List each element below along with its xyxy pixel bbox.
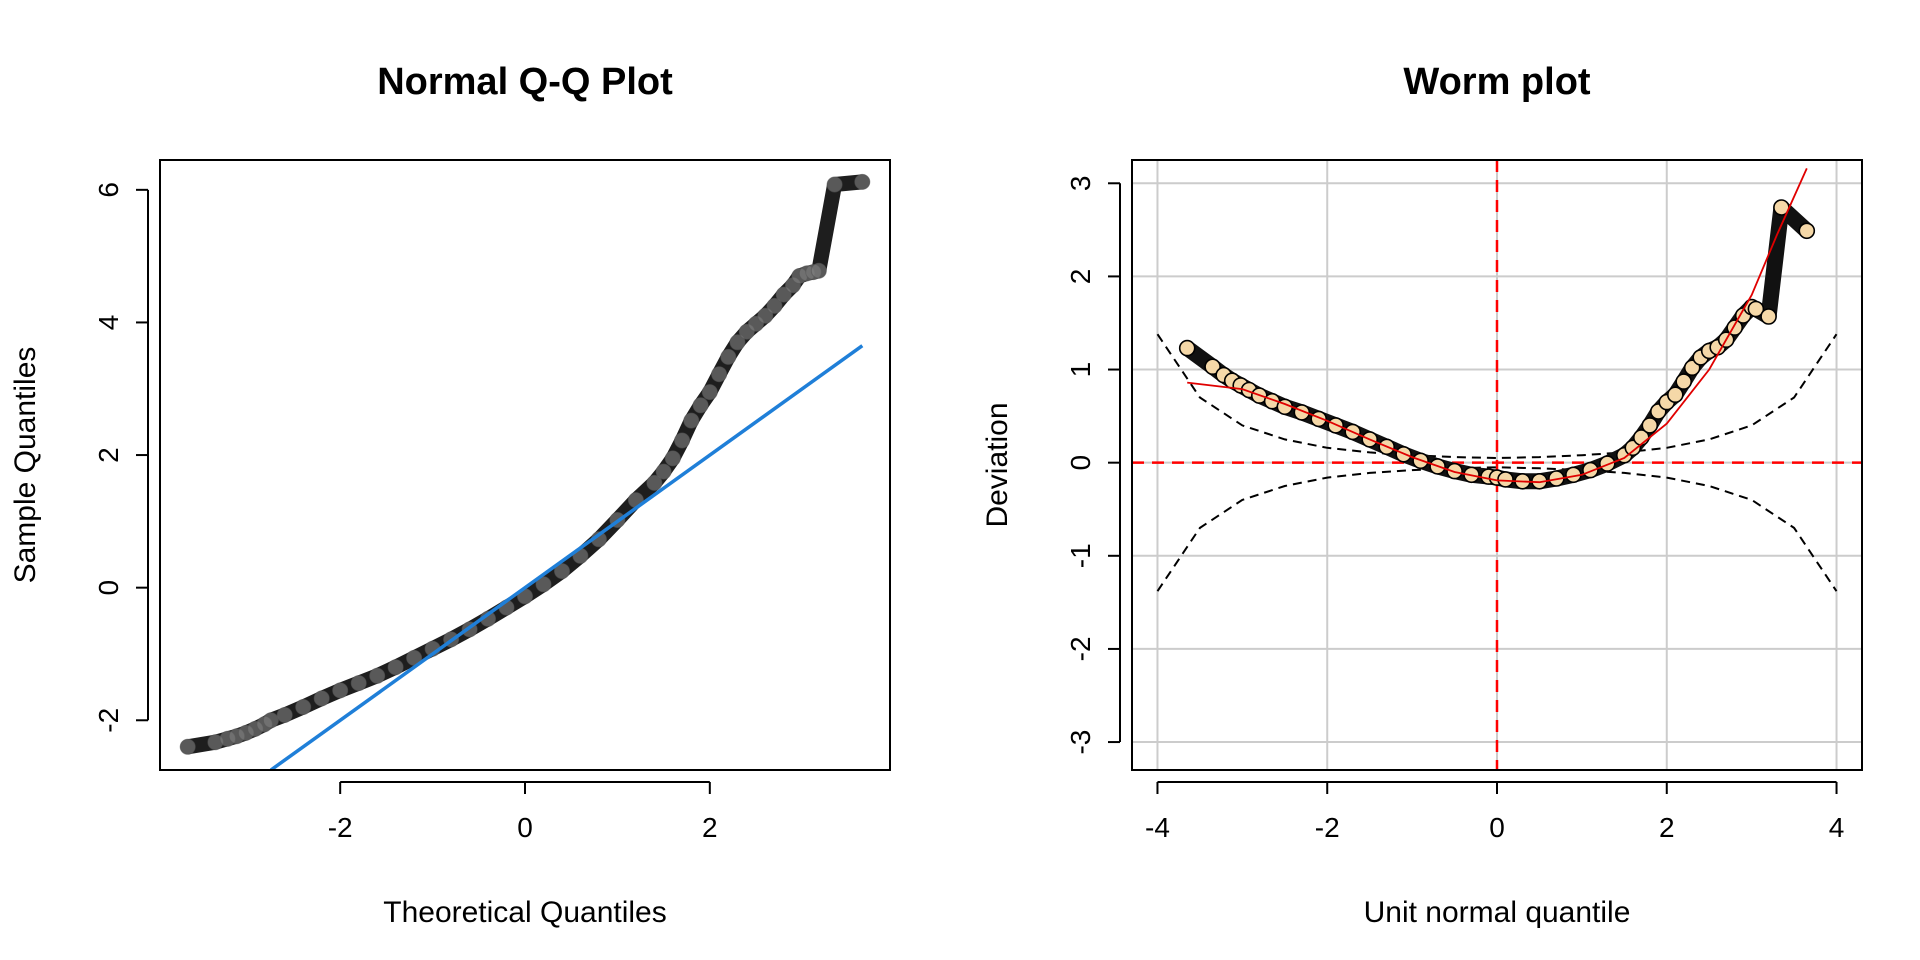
qq-points — [179, 173, 871, 755]
worm-y-tick-label: 0 — [1065, 455, 1096, 471]
worm-x-tick-label: 2 — [1659, 812, 1675, 843]
worm-fitted-curve — [1187, 168, 1808, 484]
worm-y-tick-label: -3 — [1065, 730, 1096, 755]
qq-point — [554, 563, 570, 580]
qq-point — [276, 707, 293, 723]
worm-y-axis-label: Deviation — [981, 402, 1014, 527]
qq-plot-title: Normal Q-Q Plot — [377, 61, 673, 103]
qq-point — [332, 682, 349, 699]
qq-y-axis-label: Sample Quantiles — [9, 347, 42, 584]
worm-point — [1747, 300, 1765, 318]
worm-plot-title: Worm plot — [1403, 61, 1591, 103]
worm-reference-lines — [1132, 160, 1862, 770]
worm-y-tick-label: 1 — [1065, 362, 1096, 378]
worm-x-tick-label: 4 — [1829, 812, 1845, 843]
qq-point — [664, 450, 681, 467]
qq-point — [369, 667, 386, 684]
qq-point — [646, 474, 663, 491]
worm-confidence-lower — [1156, 466, 1838, 592]
worm-y-tick-label: -1 — [1065, 543, 1096, 568]
worm-confidence-bands — [1156, 333, 1838, 592]
worm-point — [1667, 386, 1684, 404]
qq-point — [350, 675, 367, 692]
qq-reference-line-layer — [269, 344, 864, 770]
worm-point — [1204, 358, 1221, 376]
qq-point — [729, 334, 746, 351]
qq-point — [757, 307, 774, 324]
worm-confidence-upper — [1156, 333, 1838, 460]
qq-reference-line — [269, 344, 864, 770]
worm-point — [1641, 417, 1659, 434]
qq-point — [701, 384, 718, 401]
qq-point — [655, 463, 672, 480]
worm-point — [1599, 455, 1616, 472]
qq-point — [692, 397, 709, 414]
worm-point — [1675, 373, 1692, 390]
qq-point — [826, 176, 843, 193]
qq-point — [766, 297, 783, 314]
qq-y-tick-label: 0 — [93, 580, 124, 596]
qq-point — [720, 348, 737, 365]
worm-point — [1178, 339, 1196, 357]
qq-x-axis: -2 0 2 — [328, 781, 718, 843]
qq-x-tick-label: 0 — [517, 812, 533, 843]
worm-plot-panel: Worm plot -4 -2 0 2 4 -3 -2 -1 0 1 2 3 Unit normal… — [981, 61, 1863, 929]
qq-point — [674, 432, 691, 449]
qq-point — [387, 659, 404, 676]
qq-x-tick-label: -2 — [328, 812, 353, 843]
worm-point — [1497, 471, 1514, 488]
qq-point — [535, 576, 552, 593]
worm-x-tick-label: -4 — [1145, 812, 1170, 843]
qq-point — [262, 712, 279, 729]
qq-plot-frame — [159, 159, 891, 771]
qq-point — [179, 738, 196, 755]
qq-y-axis: -2 0 2 4 6 — [93, 182, 149, 733]
worm-y-tick-label: 2 — [1065, 269, 1096, 285]
worm-x-axis: -4 -2 0 2 4 — [1145, 781, 1845, 843]
qq-y-tick-label: -2 — [93, 708, 124, 733]
worm-plot-frame — [1131, 159, 1863, 771]
qq-point — [683, 412, 700, 429]
worm-x-axis-label: Unit normal quantile — [1364, 896, 1631, 929]
worm-point — [1798, 222, 1816, 240]
worm-y-axis: -3 -2 -1 0 1 2 3 — [1065, 175, 1121, 755]
qq-x-axis-label: Theoretical Quantiles — [383, 896, 666, 929]
worm-fit-layer — [1187, 168, 1808, 484]
worm-y-tick-label: 3 — [1065, 175, 1096, 191]
qq-point — [295, 699, 312, 715]
qq-y-tick-label: 6 — [93, 182, 124, 198]
qq-y-tick-label: 4 — [93, 315, 124, 331]
worm-point — [1760, 308, 1777, 325]
worm-x-tick-label: -2 — [1315, 812, 1340, 843]
qq-x-tick-label: 2 — [702, 812, 718, 843]
qq-y-tick-label: 2 — [93, 447, 124, 463]
worm-x-tick-label: 0 — [1489, 812, 1505, 843]
qq-point — [854, 173, 871, 190]
qq-point — [711, 366, 728, 383]
worm-y-tick-label: -2 — [1065, 636, 1096, 661]
qq-point — [810, 262, 827, 279]
qq-point — [313, 690, 330, 707]
qq-plot-panel: Normal Q-Q Plot -2 0 2 -2 0 2 4 6 Theoretical … — [9, 61, 891, 929]
